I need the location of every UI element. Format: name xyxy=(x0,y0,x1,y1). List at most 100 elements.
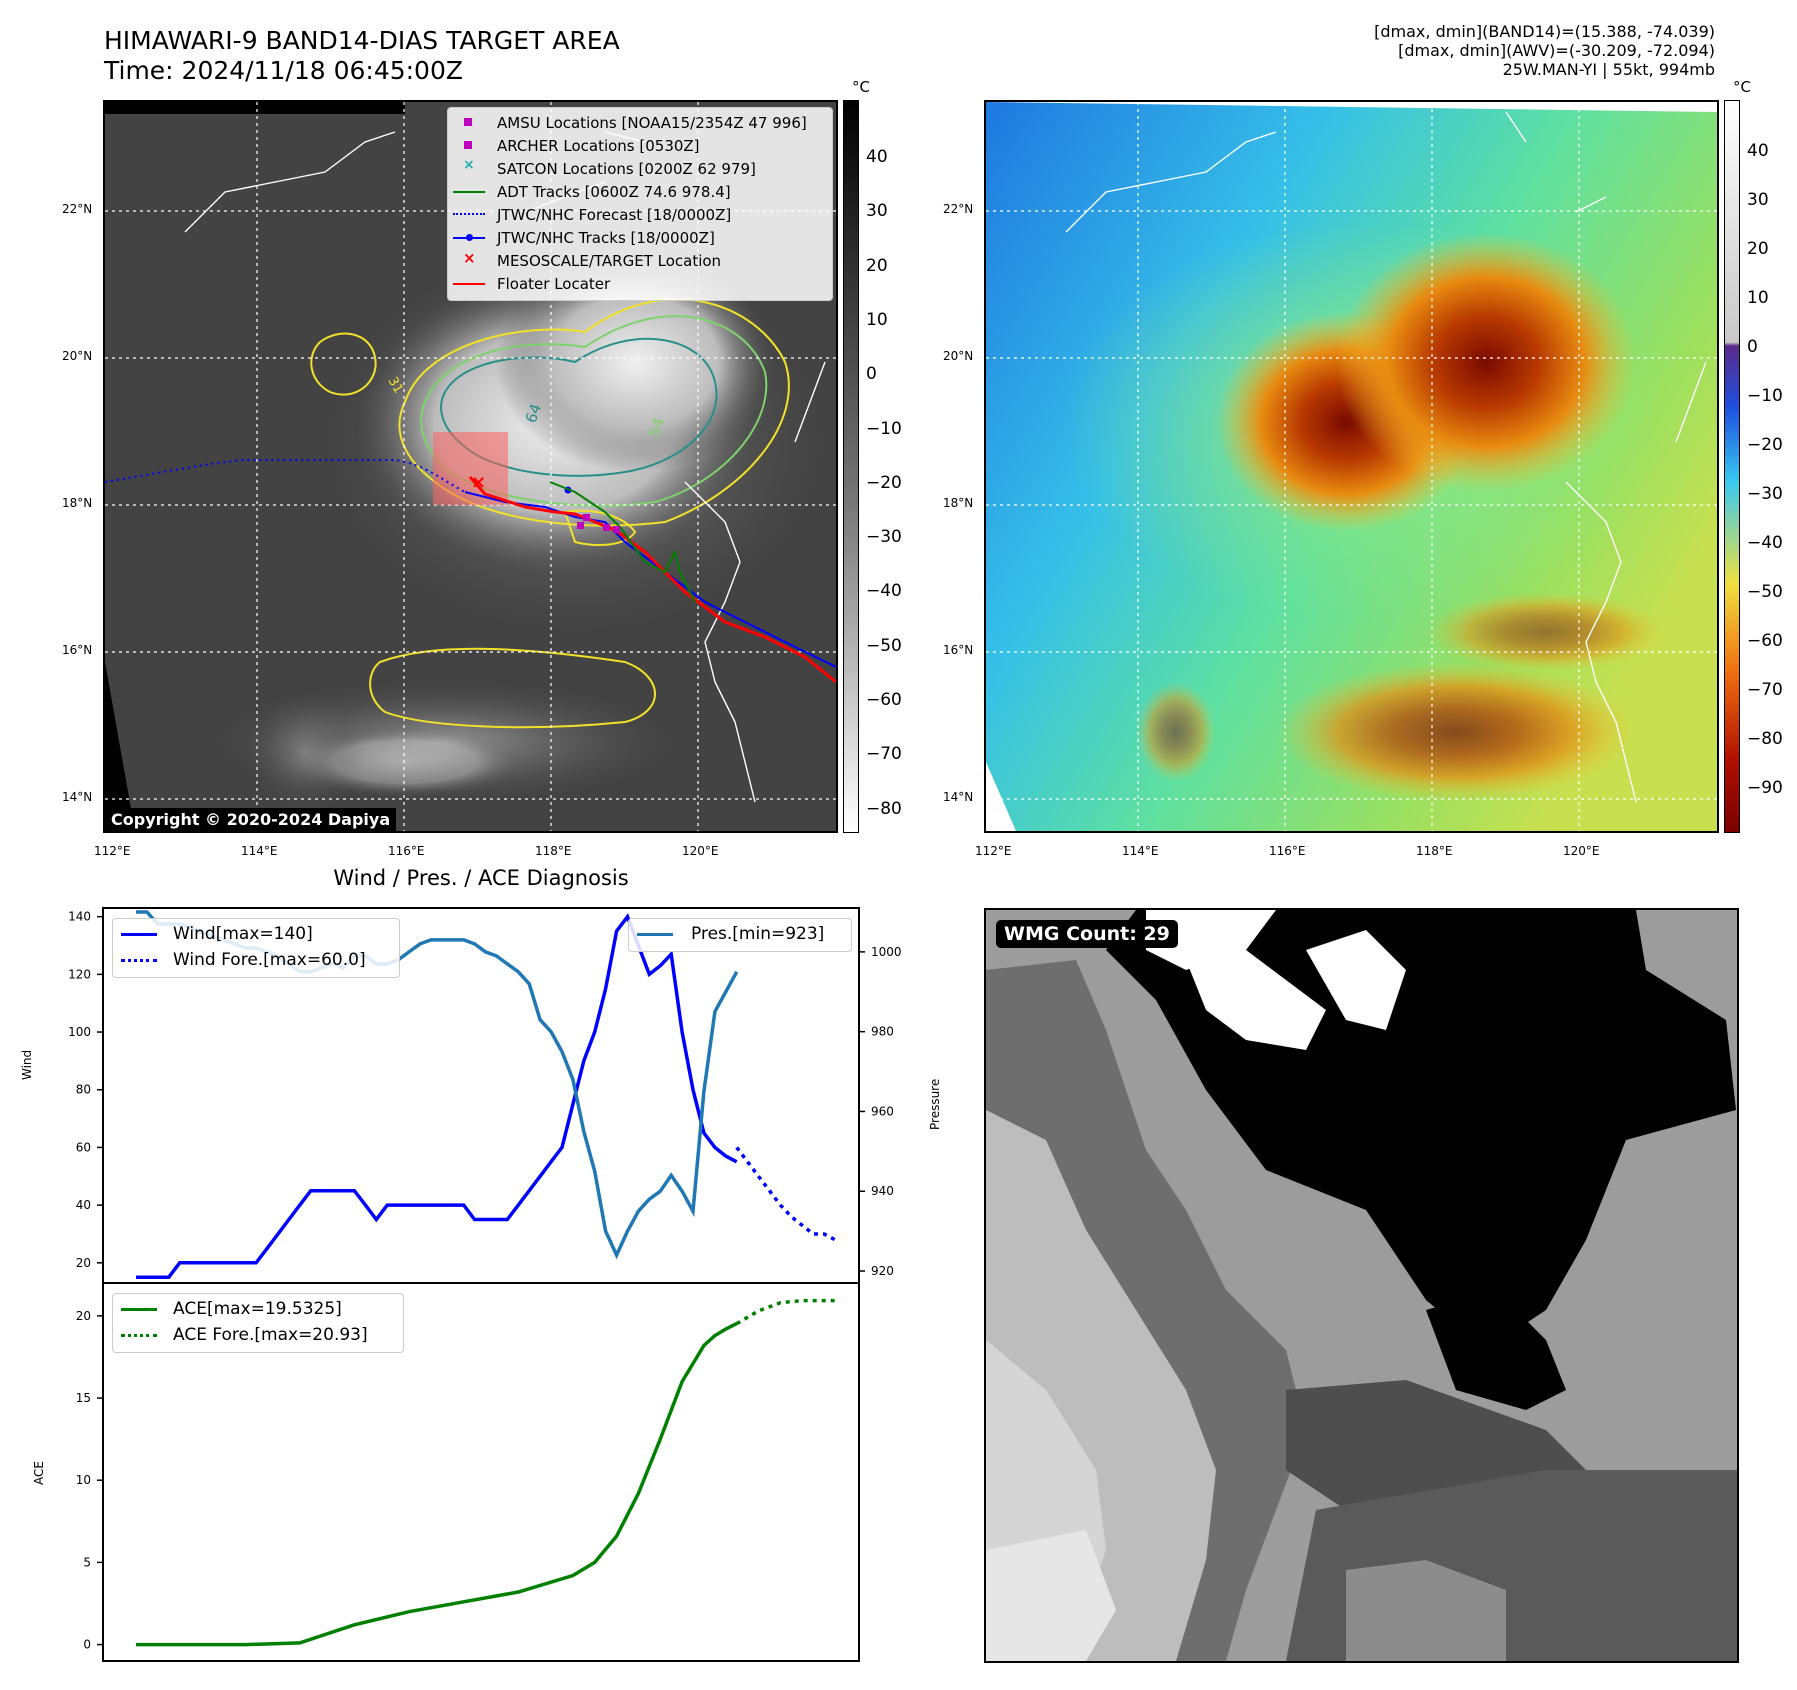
wv-colorbar-tick: 40 xyxy=(1747,141,1769,161)
wv-colorbar-tick: −60 xyxy=(1747,631,1783,651)
wv-lat-18: 18°N xyxy=(943,496,974,510)
contour-label-54: 54 xyxy=(645,415,668,439)
wind-forecast-dotted-icon xyxy=(121,959,157,962)
wind-ytick-label: 60 xyxy=(76,1140,91,1154)
ir-colorbar-tick: −20 xyxy=(866,472,902,493)
wv-colorbar-tick: −40 xyxy=(1747,533,1783,553)
adt-line-icon xyxy=(453,191,485,193)
pressure-ytick-label: 940 xyxy=(871,1184,894,1198)
ir-colorbar-tick: −70 xyxy=(866,744,902,765)
wv-colorbar xyxy=(1724,100,1740,833)
wv-lat-14: 14°N xyxy=(943,790,974,804)
wv-colorbar-unit: °C xyxy=(1733,78,1751,96)
wmg-count-label: WMG Count: 29 xyxy=(996,920,1178,948)
ace-ytick-label: 20 xyxy=(76,1309,91,1323)
ir-lon-116: 116°E xyxy=(388,844,425,858)
ir-colorbar-tick: 40 xyxy=(866,147,888,167)
ace-ytick-label: 5 xyxy=(83,1555,91,1569)
ir-colorbar-tick: −60 xyxy=(866,690,902,710)
ir-colorbar-tick: −10 xyxy=(866,418,902,439)
ir-colorbar-tick: 30 xyxy=(866,201,888,222)
wv-map-panel xyxy=(984,100,1719,833)
ace-legend: ACE[max=19.5325] ACE Fore.[max=20.93] xyxy=(112,1293,404,1353)
wv-lat-16: 16°N xyxy=(943,643,974,657)
ir-lat-14: 14°N xyxy=(62,790,93,804)
ir-colorbar-tick: 0 xyxy=(866,364,877,385)
wv-colorbar-tick: 20 xyxy=(1747,239,1769,259)
wv-colorbar-tick: −80 xyxy=(1747,729,1783,749)
wind-ytick-label: 20 xyxy=(76,1256,91,1270)
wv-lon-112: 112°E xyxy=(975,844,1012,858)
wind-forecast-series-line xyxy=(735,1146,836,1242)
wv-colorbar-tick: 0 xyxy=(1747,337,1758,357)
ir-lon-112: 112°E xyxy=(94,844,131,858)
satcon-x-icon: × xyxy=(463,157,475,173)
pressure-axis-label: Pressure xyxy=(928,1078,942,1130)
pressure-ytick-label: 1000 xyxy=(871,945,902,959)
tracks-dot-icon xyxy=(466,234,473,241)
pressure-legend: Pres.[min=923] xyxy=(628,918,852,952)
ir-colorbar-tick: 20 xyxy=(866,255,888,276)
ir-colorbar-tick: −30 xyxy=(866,527,902,548)
wv-colorbar-tick: −30 xyxy=(1747,484,1783,504)
target-x-icon: × xyxy=(463,249,476,267)
ir-map-panel: × 64 54 31 AMSU Locations [NOAA15/2354Z … xyxy=(103,100,838,833)
ir-lat-16: 16°N xyxy=(62,643,93,657)
ir-lon-120: 120°E xyxy=(682,844,719,858)
archer-square-icon xyxy=(464,141,472,149)
wind-ytick-label: 100 xyxy=(68,1025,91,1039)
ir-lon-114: 114°E xyxy=(241,844,278,858)
pressure-ytick-label: 980 xyxy=(871,1025,894,1039)
info-storm: 25W.MAN-YI | 55kt, 994mb xyxy=(1502,60,1715,79)
wv-colorbar-tick: −90 xyxy=(1747,778,1783,798)
ir-colorbar-tick: −50 xyxy=(866,635,902,656)
wv-colorbar-tick: 30 xyxy=(1747,190,1769,210)
wv-colorbar-tick: −20 xyxy=(1747,435,1783,455)
ace-ytick-label: 15 xyxy=(76,1391,91,1405)
wind-ytick-label: 120 xyxy=(68,967,91,981)
ir-colorbar-tick: −40 xyxy=(866,581,902,602)
contour-label-31: 31 xyxy=(385,375,406,397)
ir-colorbar-unit: °C xyxy=(852,78,870,96)
diagnosis-title: Wind / Pres. / ACE Diagnosis xyxy=(333,866,629,890)
pressure-ytick-label: 960 xyxy=(871,1104,894,1118)
figure-title: HIMAWARI-9 BAND14-DIAS TARGET AREA xyxy=(104,26,620,55)
ace-line-icon xyxy=(121,1308,157,1311)
ace-forecast-dotted-icon xyxy=(121,1334,157,1337)
wind-axis-label: Wind xyxy=(20,1049,34,1080)
wv-colorbar-tick: 10 xyxy=(1747,288,1769,308)
ace-forecast-series-line xyxy=(735,1298,835,1326)
pressure-ytick-label: 920 xyxy=(871,1264,894,1278)
diagnosis-chart: 20 40 60 80 100 120 140 920 940 960 980 1000 0 5 10 15… xyxy=(68,907,902,1662)
amsu-square-icon xyxy=(464,118,472,126)
copyright-label: Copyright © 2020-2024 Dapiya xyxy=(105,808,397,831)
pressure-line-icon xyxy=(637,933,673,936)
ace-ytick-label: 0 xyxy=(83,1638,91,1652)
wv-lon-116: 116°E xyxy=(1269,844,1306,858)
wv-lat-22: 22°N xyxy=(943,202,974,216)
wind-ytick-label: 140 xyxy=(68,910,91,924)
ir-colorbar xyxy=(843,100,859,833)
wv-lon-114: 114°E xyxy=(1122,844,1159,858)
wind-line-icon xyxy=(121,933,157,936)
wmg-image xyxy=(986,910,1737,1661)
ir-lat-18: 18°N xyxy=(62,496,93,510)
wv-colorbar-tick: −10 xyxy=(1747,386,1783,406)
info-band14: [dmax, dmin](BAND14)=(15.388, -74.039) xyxy=(1374,22,1715,41)
wv-lon-120: 120°E xyxy=(1563,844,1600,858)
ace-series-line xyxy=(136,1322,738,1647)
wv-colorbar-tick: −70 xyxy=(1747,680,1783,700)
floater-line-icon xyxy=(453,283,485,285)
info-awv: [dmax, dmin](AWV)=(-30.209, -72.094) xyxy=(1398,41,1715,60)
wind-ytick-label: 40 xyxy=(76,1198,91,1212)
wind-ytick-label: 80 xyxy=(76,1083,91,1097)
wv-lon-118: 118°E xyxy=(1416,844,1453,858)
ace-axis-label: ACE xyxy=(32,1461,46,1485)
ir-colorbar-tick: 10 xyxy=(866,309,888,330)
ir-colorbar-tick: −80 xyxy=(866,798,902,819)
ace-ytick-label: 10 xyxy=(76,1473,91,1487)
wv-map-image xyxy=(986,102,1717,831)
ir-lat-22: 22°N xyxy=(62,202,93,216)
svg-text:×: × xyxy=(471,472,486,493)
wmg-panel: WMG Count: 29 xyxy=(984,908,1739,1663)
